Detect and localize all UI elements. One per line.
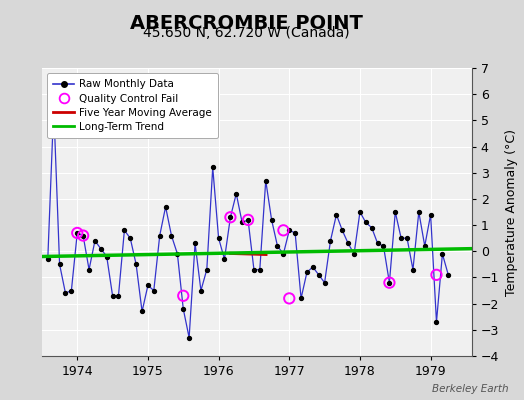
Point <box>261 177 270 184</box>
Point <box>91 238 99 244</box>
Point <box>132 261 140 268</box>
Point <box>309 264 317 270</box>
Point <box>297 295 305 302</box>
Point <box>427 212 435 218</box>
Point <box>67 287 75 294</box>
Point <box>167 232 176 239</box>
Point <box>367 224 376 231</box>
Point <box>226 214 235 220</box>
Point <box>438 251 446 257</box>
Point <box>279 227 288 234</box>
Point <box>185 334 193 341</box>
Point <box>56 261 64 268</box>
Point <box>350 251 358 257</box>
Point <box>103 253 111 260</box>
Point <box>138 308 146 315</box>
Point <box>279 251 288 257</box>
Text: ABERCROMBIE POINT: ABERCROMBIE POINT <box>130 14 363 33</box>
Point <box>179 292 188 299</box>
Point <box>232 190 241 197</box>
Point <box>191 240 199 247</box>
Point <box>214 235 223 241</box>
Point <box>79 232 88 239</box>
Point <box>50 104 58 110</box>
Point <box>391 209 399 215</box>
Point <box>256 266 264 273</box>
Point <box>149 287 158 294</box>
Point <box>61 290 70 296</box>
Point <box>285 295 293 302</box>
Point <box>332 212 341 218</box>
Point <box>173 251 182 257</box>
Point <box>161 204 170 210</box>
Point <box>385 280 394 286</box>
Point <box>432 319 441 325</box>
Point <box>432 272 441 278</box>
Point <box>421 243 429 249</box>
Point <box>196 287 205 294</box>
Point <box>326 238 335 244</box>
Point <box>73 230 81 236</box>
Point <box>414 209 423 215</box>
Point <box>409 266 417 273</box>
Point <box>126 235 135 241</box>
Point <box>220 256 228 262</box>
Point <box>362 219 370 226</box>
Point <box>397 235 406 241</box>
Point <box>303 269 311 276</box>
Point <box>267 217 276 223</box>
Point <box>385 280 394 286</box>
Point <box>226 214 235 220</box>
Point <box>50 104 58 110</box>
Point <box>338 227 346 234</box>
Point <box>291 230 299 236</box>
Point <box>120 227 128 234</box>
Point <box>108 292 117 299</box>
Point <box>43 256 52 262</box>
Point <box>274 243 282 249</box>
Point <box>203 266 211 273</box>
Point <box>244 217 252 223</box>
Text: 45.650 N, 62.720 W (Canada): 45.650 N, 62.720 W (Canada) <box>143 26 350 40</box>
Point <box>114 292 123 299</box>
Point <box>444 272 452 278</box>
Point <box>320 280 329 286</box>
Point <box>179 306 188 312</box>
Y-axis label: Temperature Anomaly (°C): Temperature Anomaly (°C) <box>505 128 518 296</box>
Point <box>85 266 93 273</box>
Point <box>403 235 411 241</box>
Point <box>250 266 258 273</box>
Point <box>314 272 323 278</box>
Point <box>73 230 81 236</box>
Point <box>79 232 88 239</box>
Point <box>156 232 164 239</box>
Point <box>238 219 246 226</box>
Point <box>374 240 382 247</box>
Legend: Raw Monthly Data, Quality Control Fail, Five Year Moving Average, Long-Term Tren: Raw Monthly Data, Quality Control Fail, … <box>47 73 219 138</box>
Text: Berkeley Earth: Berkeley Earth <box>432 384 508 394</box>
Point <box>379 243 388 249</box>
Point <box>96 246 105 252</box>
Point <box>209 164 217 171</box>
Point <box>244 217 252 223</box>
Point <box>344 240 352 247</box>
Point <box>144 282 152 288</box>
Point <box>285 227 293 234</box>
Point <box>356 209 364 215</box>
